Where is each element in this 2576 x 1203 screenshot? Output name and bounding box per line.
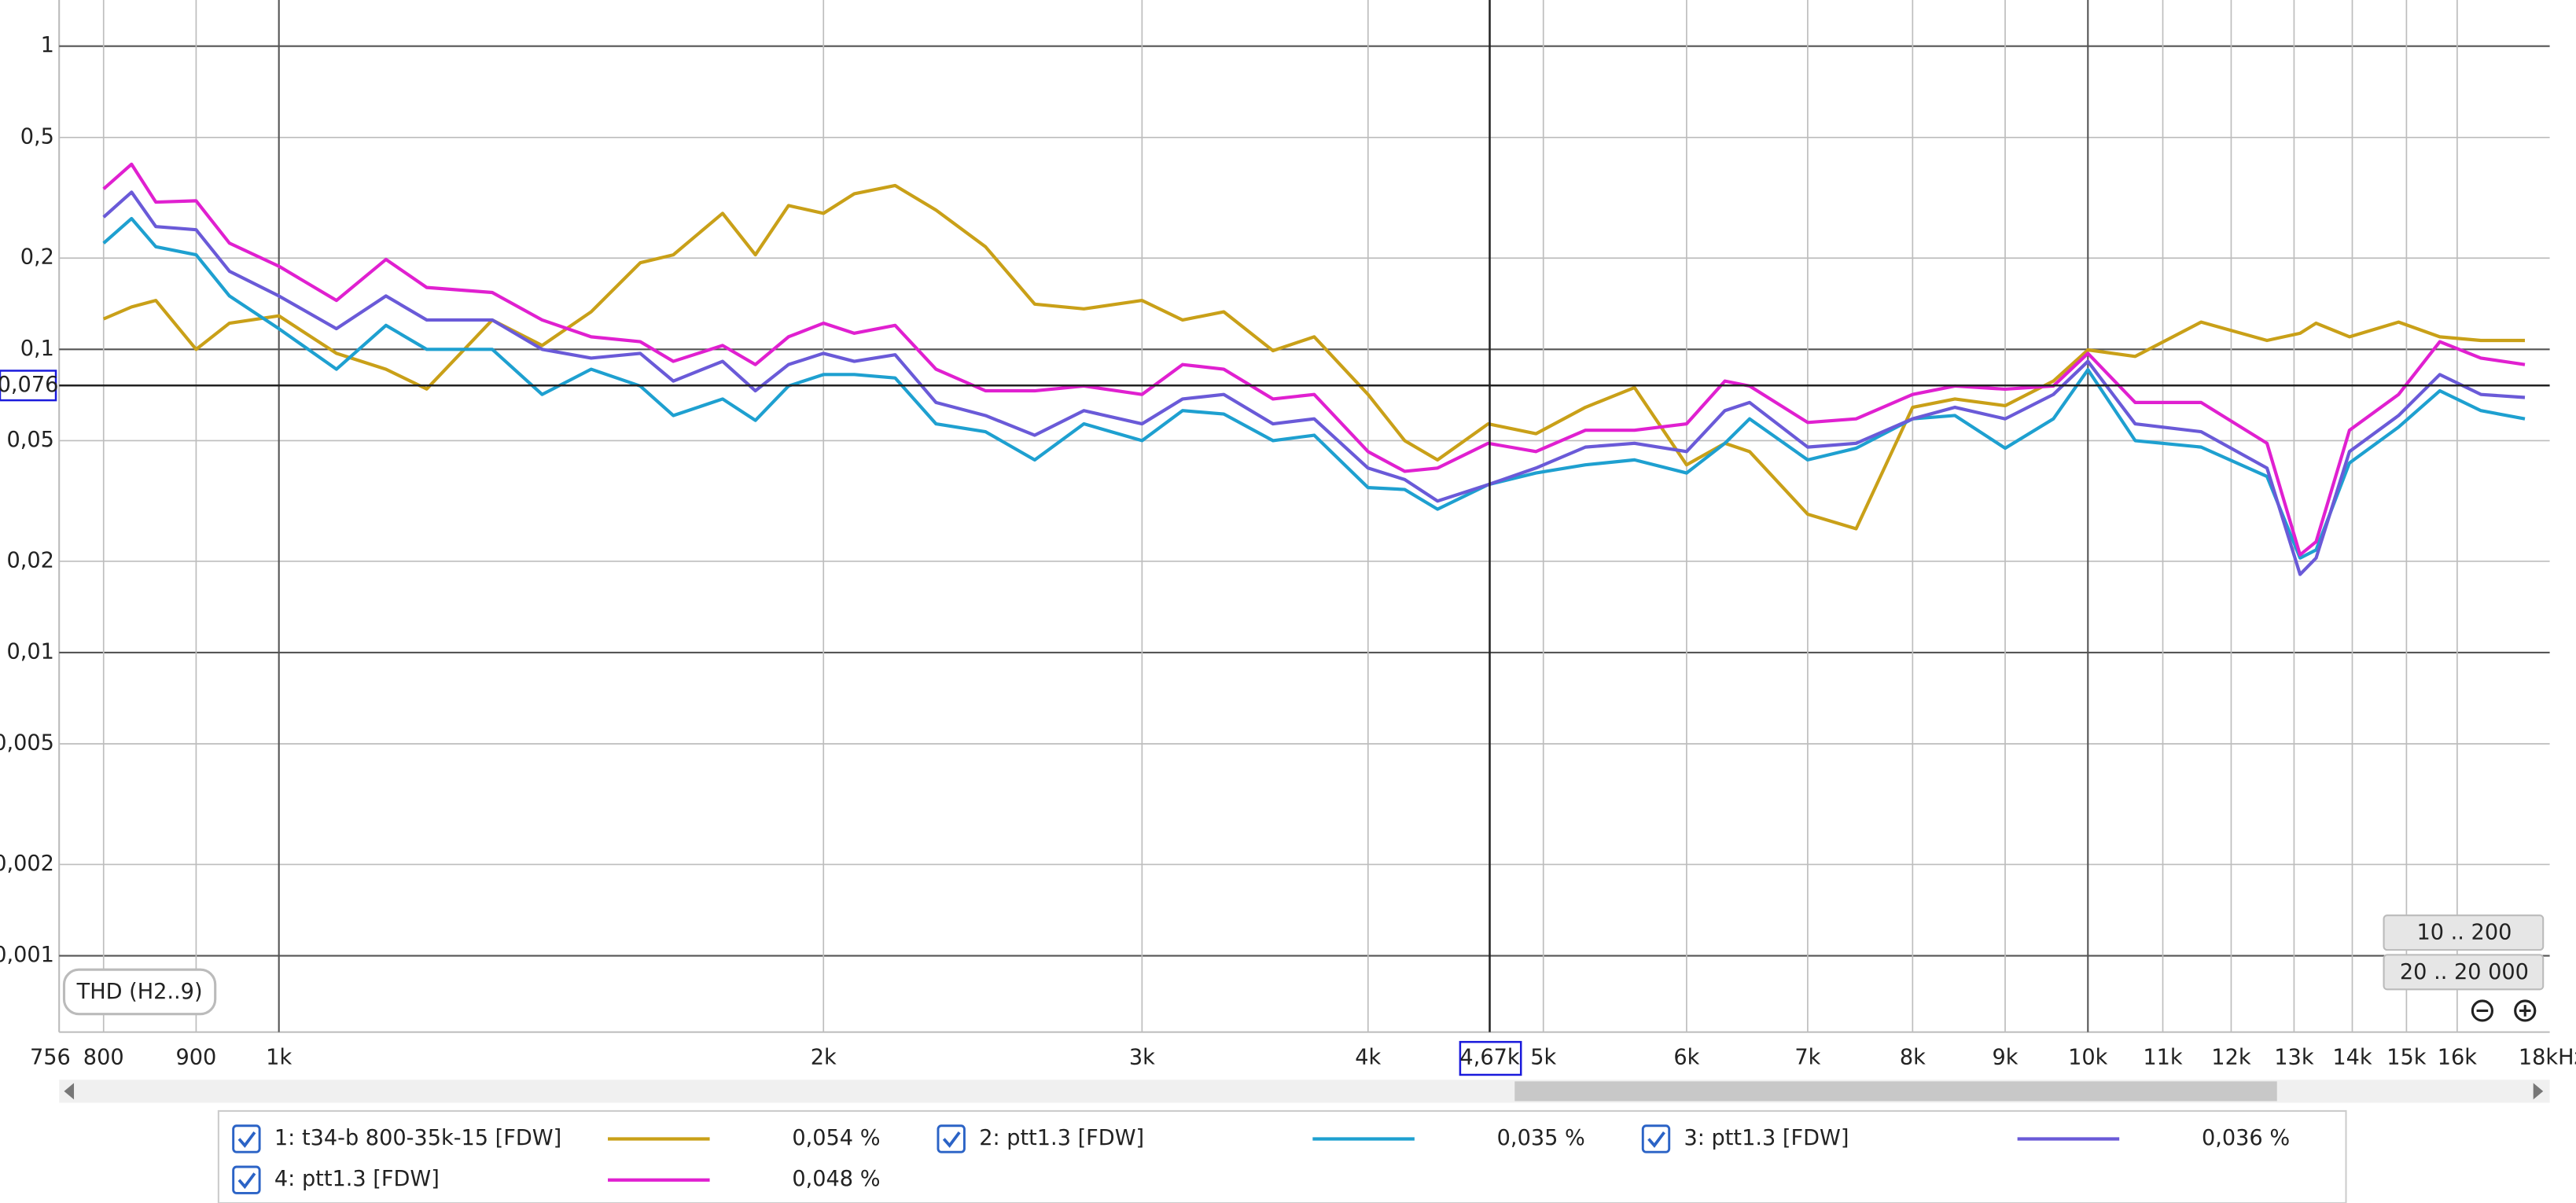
x-tick-label: 12k — [2211, 1046, 2251, 1070]
zoom-out[interactable] — [2471, 999, 2494, 1022]
series-line — [102, 162, 2526, 557]
x-tick-label: 13k — [2274, 1046, 2314, 1070]
legend-box — [217, 1109, 2347, 1203]
y-tick-label: 0,002 — [0, 852, 54, 876]
legend-checkbox[interactable] — [232, 1165, 261, 1194]
legend-check — [1647, 1131, 1665, 1148]
legend: 1: t34-b 800-35k-15 [FDW] 0,054 % 2: ptt1.… — [232, 1124, 2290, 1194]
x-tick-label: 4k — [1355, 1046, 1381, 1070]
legend-name: 3: ptt1.3 [FDW] — [1684, 1126, 1849, 1150]
x-tick-label: 10k — [2068, 1046, 2108, 1070]
cursor-x-label: 4,67k — [1459, 1046, 1519, 1070]
y-tick-label: 1 — [41, 33, 54, 57]
x-tick-label: 16k — [2438, 1046, 2478, 1070]
legend-item[interactable]: 4: ptt1.3 [FDW] 0,048 % — [232, 1165, 881, 1194]
y-tick-label: 0,05 — [6, 428, 53, 452]
x-tick-label: 756 — [30, 1046, 71, 1070]
legend-name: 2: ptt1.3 [FDW] — [979, 1126, 1144, 1150]
scroll-left[interactable] — [64, 1083, 75, 1100]
zoom-in[interactable] — [2514, 999, 2537, 1022]
x-tick-label: 6k — [1673, 1046, 1699, 1070]
plot-label-box — [62, 968, 217, 1016]
y-tick-label: 0,005 — [0, 730, 54, 755]
range-button-label[interactable]: 10 .. 200 — [2416, 921, 2512, 945]
legend-cursor-value: 0,036 % — [2202, 1126, 2290, 1150]
cursor-y-label: 0,076 — [0, 373, 58, 397]
x-tick-label: 7k — [1794, 1046, 1820, 1070]
legend-item[interactable]: 1: t34-b 800-35k-15 [FDW] 0,054 % — [232, 1124, 881, 1153]
range-button[interactable] — [2383, 914, 2545, 951]
legend-check — [237, 1131, 256, 1148]
y-tick-label: 0,01 — [6, 639, 53, 664]
x-tick-label: 8k — [1900, 1046, 1926, 1070]
legend-name: 1: t34-b 800-35k-15 [FDW] — [274, 1126, 561, 1150]
overlay: 4,67k 0,076 — [0, 0, 2550, 1076]
y-tick-label: 0,2 — [20, 245, 54, 270]
x-tick-label: 18kHz — [2519, 1046, 2576, 1070]
series-line — [102, 190, 2526, 576]
cursor-x-box — [1459, 1040, 1522, 1076]
scroll-right[interactable] — [2533, 1083, 2544, 1100]
x-tick-label: 9k — [1993, 1046, 2018, 1070]
legend-checkbox[interactable] — [232, 1124, 261, 1153]
plot-lines — [102, 162, 2526, 576]
legend-cursor-value: 0,048 % — [792, 1167, 880, 1191]
x-tick-label: 3k — [1129, 1046, 1155, 1070]
x-tick-label: 1k — [266, 1046, 292, 1070]
y-tick-label: 0,001 — [0, 943, 54, 967]
legend-check — [237, 1172, 256, 1190]
x-tick-label: 5k — [1530, 1046, 1556, 1070]
range-button-label[interactable]: 20 .. 20 000 — [2400, 960, 2529, 984]
legend-item[interactable]: 3: ptt1.3 [FDW] 0,036 % — [1641, 1124, 2290, 1153]
legend-cursor-value: 0,054 % — [792, 1126, 880, 1150]
x-tick-label: 900 — [176, 1046, 217, 1070]
x-tick-label: 2k — [811, 1046, 837, 1070]
y-tick-label: 0,1 — [20, 337, 54, 361]
legend-checkbox[interactable] — [1641, 1124, 1671, 1153]
y-tick-label: 0,5 — [20, 124, 54, 149]
series-line — [102, 216, 2526, 560]
x-tick-label: 14k — [2332, 1046, 2372, 1070]
cursor-y-box — [0, 370, 57, 402]
legend-check — [942, 1131, 961, 1148]
range-button[interactable] — [2383, 954, 2545, 991]
legend-cursor-value: 0,035 % — [1497, 1126, 1585, 1150]
legend-name: 4: ptt1.3 [FDW] — [274, 1167, 440, 1191]
legend-item[interactable]: 2: ptt1.3 [FDW] 0,035 % — [937, 1124, 1585, 1153]
x-tick-label: 800 — [83, 1046, 124, 1070]
y-tick-label: 0,02 — [6, 548, 53, 572]
x-tick-label: 15k — [2386, 1046, 2427, 1070]
x-tick-label: 11k — [2143, 1046, 2183, 1070]
legend-checkbox[interactable] — [937, 1124, 966, 1153]
plot-label: THD (H2..9) — [76, 980, 203, 1004]
scrollbar-thumb[interactable] — [1514, 1081, 2277, 1102]
